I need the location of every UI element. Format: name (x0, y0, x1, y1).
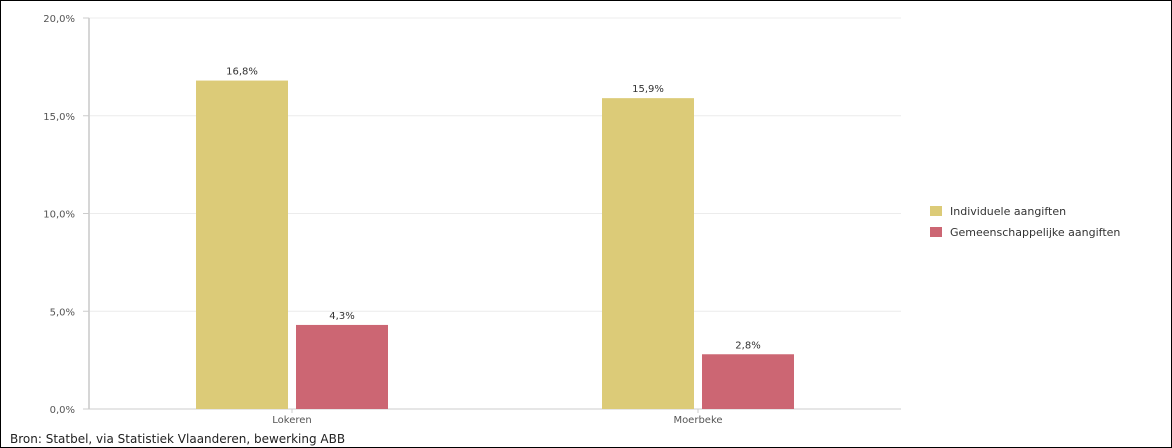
x-axis-ticks: Lokeren Moerbeke (272, 409, 723, 426)
x-tick-label-0: Lokeren (272, 415, 311, 426)
data-label-lokeren-series-1: 4,3% (329, 311, 354, 322)
y-tick-label-1: 5,0% (50, 307, 75, 318)
y-axis-ticks: 0,0% 5,0% 10,0% 15,0% 20,0% (43, 14, 89, 416)
source-note: Bron: Statbel, via Statistiek Vlaanderen… (10, 432, 346, 446)
legend-swatch-0 (930, 206, 942, 216)
bar-moerbeke-series-0 (602, 98, 694, 409)
bar-moerbeke-series-1 (702, 354, 794, 409)
legend-label-1: Gemeenschappelijke aangiften (950, 226, 1120, 239)
legend: Individuele aangiften Gemeenschappelijke … (930, 205, 1120, 239)
data-label-moerbeke-series-0: 15,9% (632, 84, 664, 95)
y-tick-label-4: 20,0% (43, 14, 75, 25)
legend-label-0: Individuele aangiften (950, 205, 1066, 218)
data-label-moerbeke-series-1: 2,8% (735, 340, 760, 351)
y-tick-label-3: 15,0% (43, 112, 75, 123)
legend-swatch-1 (930, 227, 942, 237)
bar-lokeren-series-1 (296, 324, 388, 409)
y-tick-label-0: 0,0% (50, 405, 75, 416)
data-label-lokeren-series-0: 16,8% (226, 67, 258, 78)
bar-lokeren-series-0 (196, 80, 288, 409)
data-labels: 16,8% 4,3% 15,9% 2,8% (226, 67, 761, 352)
y-tick-label-2: 10,0% (43, 210, 75, 221)
x-tick-label-1: Moerbeke (673, 415, 722, 426)
bars (196, 80, 794, 409)
